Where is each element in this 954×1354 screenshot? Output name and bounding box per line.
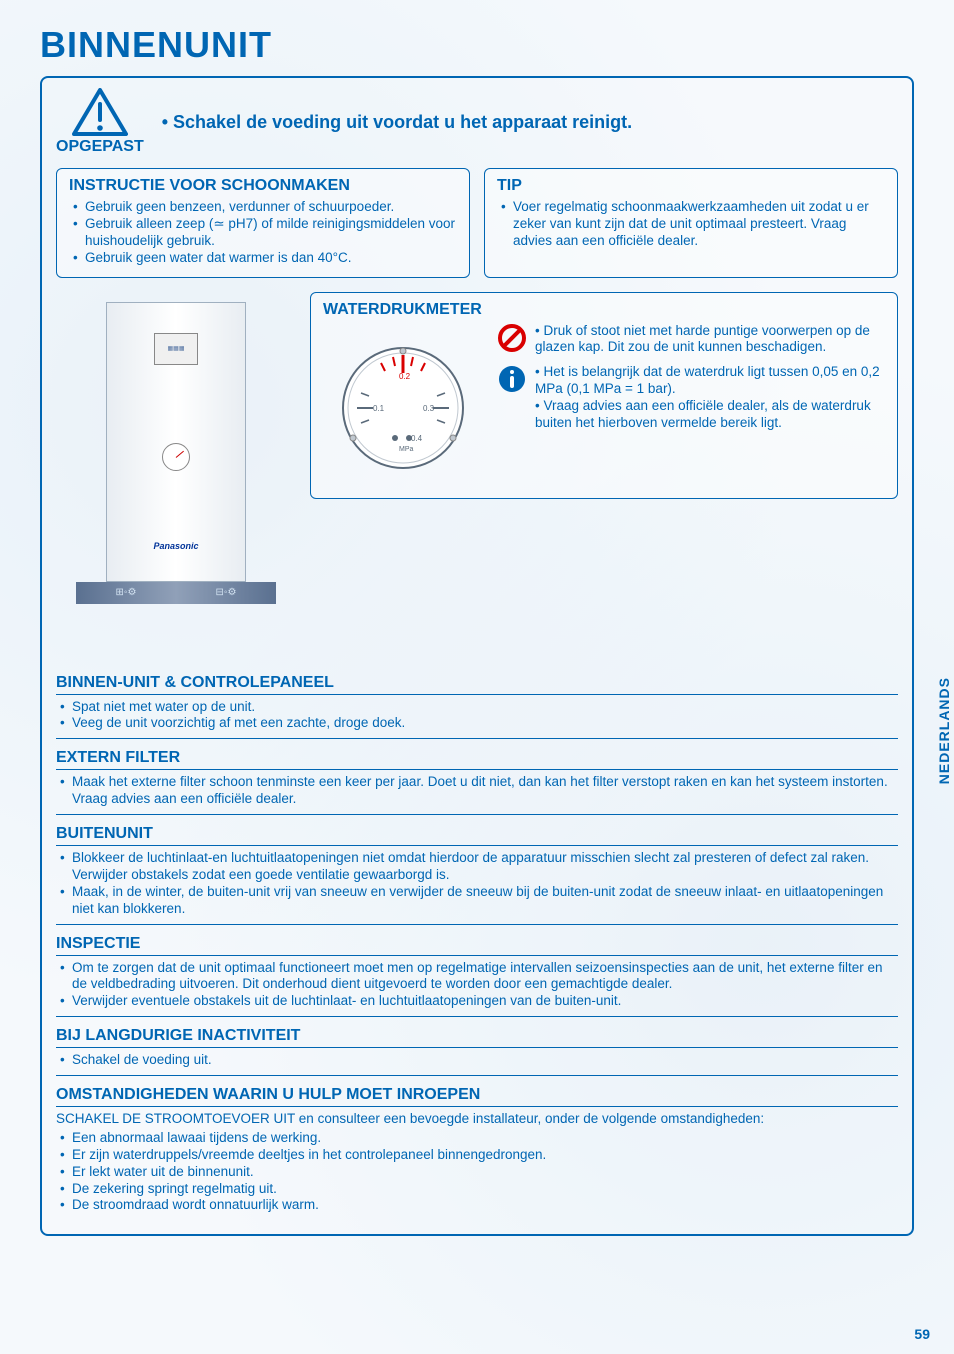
section-inactiviteit: BIJ LANGDURIGE INACTIVITEIT Schakel de v… <box>56 1025 898 1076</box>
tip-box: TIP Voer regelmatig schoonmaakwerkzaamhe… <box>484 168 898 278</box>
list-item: Een abnormaal lawaai tijdens de werking. <box>60 1130 898 1147</box>
list-item: Spat niet met water op de unit. <box>60 699 898 716</box>
caution-icon-box: OPGEPAST <box>56 88 144 156</box>
caution-label: OPGEPAST <box>56 138 144 156</box>
section-binnen-unit: BINNEN-UNIT & CONTROLEPANEEL Spat niet m… <box>56 672 898 740</box>
unit-body: ▦▦▦ Panasonic <box>106 302 246 582</box>
two-column-boxes: INSTRUCTIE VOOR SCHOONMAKEN Gebruik geen… <box>56 168 898 278</box>
list-item: Voer regelmatig schoonmaakwerkzaamheden … <box>501 199 885 250</box>
section-title: BIJ LANGDURIGE INACTIVITEIT <box>56 1025 898 1048</box>
list-item: Maak, in de winter, de buiten-unit vrij … <box>60 884 898 918</box>
control-panel-icon: ▦▦▦ <box>154 333 198 365</box>
instructie-list: Gebruik geen benzeen, verdunner of schuu… <box>69 199 457 267</box>
list-item: Er zijn waterdruppels/vreemde deeltjes i… <box>60 1147 898 1164</box>
list-item: Maak het externe filter schoon tenminste… <box>60 774 898 808</box>
list-item: Gebruik geen water dat warmer is dan 40°… <box>73 250 457 267</box>
help-lead: SCHAKEL DE STROOMTOEVOER UIT en consulte… <box>56 1111 898 1128</box>
gauge-row: ▦▦▦ Panasonic ⊞◦⚙⊟◦⚙ WATERDRUKMETER <box>56 292 898 662</box>
gauge-title: WATERDRUKMETER <box>323 301 885 319</box>
list-item: Verwijder eventuele obstakels uit de luc… <box>60 993 898 1010</box>
list-item: De zekering springt regelmatig uit. <box>60 1181 898 1198</box>
section-title: BUITENUNIT <box>56 823 898 846</box>
section-buitenunit: BUITENUNIT Blokkeer de luchtinlaat-en lu… <box>56 823 898 925</box>
section-title: OMSTANDIGHEDEN WAARIN U HULP MOET INROEP… <box>56 1084 898 1107</box>
main-frame: OPGEPAST • Schakel de voeding uit voorda… <box>40 76 914 1236</box>
list-item: Veeg de unit voorzichtig af met een zach… <box>60 715 898 732</box>
info-icon <box>497 364 527 394</box>
list-item: De stroomdraad wordt onnatuurlijk warm. <box>60 1197 898 1214</box>
scale-label: 0.3 <box>423 404 435 413</box>
section-inspectie: INSPECTIE Om te zorgen dat de unit optim… <box>56 933 898 1018</box>
indoor-unit-illustration: ▦▦▦ Panasonic ⊞◦⚙⊟◦⚙ <box>56 292 296 662</box>
gauge-text: • Druk of stoot niet met harde puntige v… <box>497 323 885 486</box>
pressure-gauge-illustration: 0.1 0.2 0.3 0.4 MPa <box>323 323 483 486</box>
section-title: EXTERN FILTER <box>56 747 898 770</box>
prohibit-icon <box>497 323 527 353</box>
caution-headline: • Schakel de voeding uit voordat u het a… <box>162 112 898 133</box>
page-number: 59 <box>914 1326 930 1342</box>
gauge-box: WATERDRUKMETER <box>310 292 898 499</box>
tip-list: Voer regelmatig schoonmaakwerkzaamheden … <box>497 199 885 250</box>
info-text: Het is belangrijk dat de waterdruk ligt … <box>535 364 880 396</box>
list-item: Schakel de voeding uit. <box>60 1052 898 1069</box>
scale-label: 0.1 <box>373 404 385 413</box>
scale-unit: MPa <box>399 446 414 453</box>
section-help: OMSTANDIGHEDEN WAARIN U HULP MOET INROEP… <box>56 1084 898 1220</box>
section-extern-filter: EXTERN FILTER Maak het externe filter sc… <box>56 747 898 815</box>
info-text: Vraag advies aan een officiële dealer, a… <box>535 398 871 430</box>
list-item: Om te zorgen dat de unit optimaal functi… <box>60 960 898 994</box>
instructie-title: INSTRUCTIE VOOR SCHOONMAKEN <box>69 177 457 195</box>
warning-triangle-icon <box>72 88 128 136</box>
page-title: BINNENUNIT <box>40 24 914 66</box>
list-item: Er lekt water uit de binnenunit. <box>60 1164 898 1181</box>
unit-base: ⊞◦⚙⊟◦⚙ <box>76 582 276 604</box>
section-title: INSPECTIE <box>56 933 898 956</box>
section-title: BINNEN-UNIT & CONTROLEPANEEL <box>56 672 898 695</box>
brand-label: Panasonic <box>107 541 245 551</box>
tip-title: TIP <box>497 177 885 195</box>
list-item: Gebruik alleen zeep (≃ pH7) of milde rei… <box>73 216 457 250</box>
language-tab: NEDERLANDS <box>936 677 952 784</box>
list-item: Gebruik geen benzeen, verdunner of schuu… <box>73 199 457 216</box>
small-gauge-icon <box>162 443 190 471</box>
caution-row: OPGEPAST • Schakel de voeding uit voorda… <box>56 88 898 156</box>
scale-label: 0.2 <box>399 372 411 381</box>
scale-label: 0.4 <box>411 434 423 443</box>
prohibit-text: Druk of stoot niet met harde puntige voo… <box>535 323 870 355</box>
list-item: Blokkeer de luchtinlaat-en luchtuitlaato… <box>60 850 898 884</box>
instructie-box: INSTRUCTIE VOOR SCHOONMAKEN Gebruik geen… <box>56 168 470 278</box>
